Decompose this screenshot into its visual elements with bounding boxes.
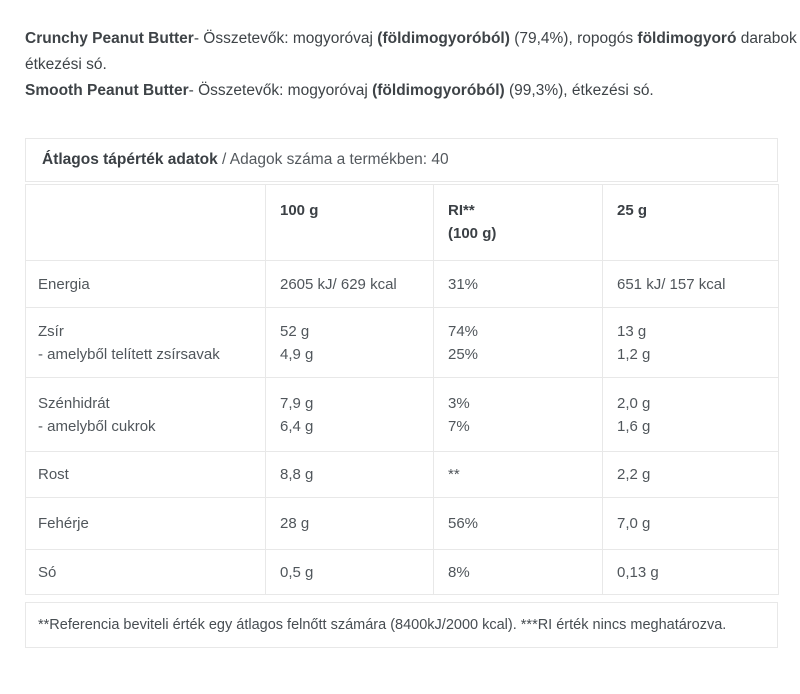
crunchy-peanut-bold: földimogyoró: [637, 30, 737, 47]
table-title-suffix: / Adagok száma a termékben: 40: [217, 151, 449, 168]
zsir-per100-line1: 52 g: [280, 322, 310, 340]
szenhidrat-per25-line1: 2,0 g: [617, 394, 651, 412]
szenhidrat-ri: 3% 7%: [433, 377, 603, 452]
zsir-label: Zsír - amelyből telített zsírsavak: [25, 307, 266, 378]
so-per100: 0,5 g: [265, 549, 434, 595]
column-header-row: 100 g RI** (100 g) 25 g: [25, 184, 779, 261]
zsir-ri: 74% 25%: [433, 307, 603, 378]
table-title-bold: Átlagos tápérték adatok: [42, 151, 218, 168]
col-header-ri: RI** (100 g): [433, 184, 603, 261]
zsir-per100: 52 g 4,9 g: [265, 307, 434, 378]
rost-per100: 8,8 g: [265, 451, 434, 498]
szenhidrat-per25-line2: 1,6 g: [617, 417, 651, 435]
szenhidrat-ri-line2: 7%: [448, 417, 470, 435]
table-title: Átlagos tápérték adatok / Adagok száma a…: [42, 151, 449, 169]
zsir-per100-line2: 4,9 g: [280, 345, 314, 363]
col-header-25g: 25 g: [602, 184, 779, 261]
crunchy-peanut-source-bold: (földimogyoróból): [377, 30, 510, 47]
rost-label: Rost: [25, 451, 266, 498]
col-header-ri-line1: RI**: [448, 202, 475, 219]
szenhidrat-per100-line2: 6,4 g: [280, 417, 314, 435]
footnote-bar: **Referencia beviteli érték egy átlagos …: [25, 602, 778, 648]
smooth-product-name: Smooth Peanut Butter: [25, 82, 189, 99]
footnote-text: **Referencia beviteli érték egy átlagos …: [38, 617, 727, 633]
crunchy-product-name: Crunchy Peanut Butter: [25, 30, 194, 47]
col-header-100g: 100 g: [265, 184, 434, 261]
crunchy-ingredients-line1: Crunchy Peanut Butter- Összetevők: mogyo…: [25, 26, 800, 52]
nutrition-table-title-bar: Átlagos tápérték adatok / Adagok száma a…: [25, 138, 778, 182]
zsir-per25-line2: 1,2 g: [617, 345, 651, 363]
energia-per25: 651 kJ/ 157 kcal: [602, 260, 779, 308]
smooth-peanut-source-bold: (földimogyoróból): [372, 82, 505, 99]
feherje-per25: 7,0 g: [602, 497, 779, 550]
szenhidrat-per100-line1: 7,9 g: [280, 394, 314, 412]
rost-ri: **: [433, 451, 603, 498]
row-szenhidrat: Szénhidrát - amelyből cukrok 7,9 g 6,4 g…: [25, 377, 779, 452]
feherje-label: Fehérje: [25, 497, 266, 550]
so-ri: 8%: [433, 549, 603, 595]
zsir-label-line2: - amelyből telített zsírsavak: [38, 345, 220, 363]
col-header-ri-line2: (100 g): [448, 225, 497, 242]
zsir-ri-line1: 74%: [448, 322, 479, 340]
feherje-per100: 28 g: [265, 497, 434, 550]
energia-ri: 31%: [433, 260, 603, 308]
szenhidrat-label-line1: Szénhidrát: [38, 394, 110, 412]
rost-per25: 2,2 g: [602, 451, 779, 498]
smooth-ingredients-intro: - Összetevők: mogyoróvaj: [188, 82, 373, 99]
zsir-per25-line1: 13 g: [617, 322, 647, 340]
szenhidrat-per25: 2,0 g 1,6 g: [602, 377, 779, 452]
szenhidrat-per100: 7,9 g 6,4 g: [265, 377, 434, 452]
crunchy-tail-text: darabok (19,9%),: [740, 30, 800, 47]
crunchy-ingredients-intro: - Összetevők: mogyoróvaj: [193, 30, 378, 47]
nutrition-table: 100 g RI** (100 g) 25 g Energia 2605 kJ/…: [25, 184, 779, 595]
col-header-empty: [25, 184, 266, 261]
so-per25: 0,13 g: [602, 549, 779, 595]
szenhidrat-label-line2: - amelyből cukrok: [38, 417, 156, 435]
ingredients-section: Crunchy Peanut Butter- Összetevők: mogyo…: [25, 26, 800, 104]
feherje-ri: 56%: [433, 497, 603, 550]
zsir-ri-line2: 25%: [448, 345, 479, 363]
row-so: Só 0,5 g 8% 0,13 g: [25, 549, 779, 595]
row-zsir: Zsír - amelyből telített zsírsavak 52 g …: [25, 307, 779, 378]
zsir-label-line1: Zsír: [38, 322, 64, 340]
smooth-ingredients-line: Smooth Peanut Butter- Összetevők: mogyor…: [25, 78, 775, 104]
crunchy-ingredients-line2: étkezési só.: [25, 56, 107, 73]
smooth-tail-text: (99,3%), étkezési só.: [504, 82, 654, 99]
energia-label: Energia: [25, 260, 266, 308]
row-energia: Energia 2605 kJ/ 629 kcal 31% 651 kJ/ 15…: [25, 260, 779, 308]
szenhidrat-ri-line1: 3%: [448, 394, 470, 412]
so-label: Só: [25, 549, 266, 595]
szenhidrat-label: Szénhidrát - amelyből cukrok: [25, 377, 266, 452]
row-rost: Rost 8,8 g ** 2,2 g: [25, 451, 779, 498]
row-feherje: Fehérje 28 g 56% 7,0 g: [25, 497, 779, 550]
crunchy-percentage-text: (79,4%), ropogós: [509, 30, 638, 47]
energia-per100: 2605 kJ/ 629 kcal: [265, 260, 434, 308]
zsir-per25: 13 g 1,2 g: [602, 307, 779, 378]
